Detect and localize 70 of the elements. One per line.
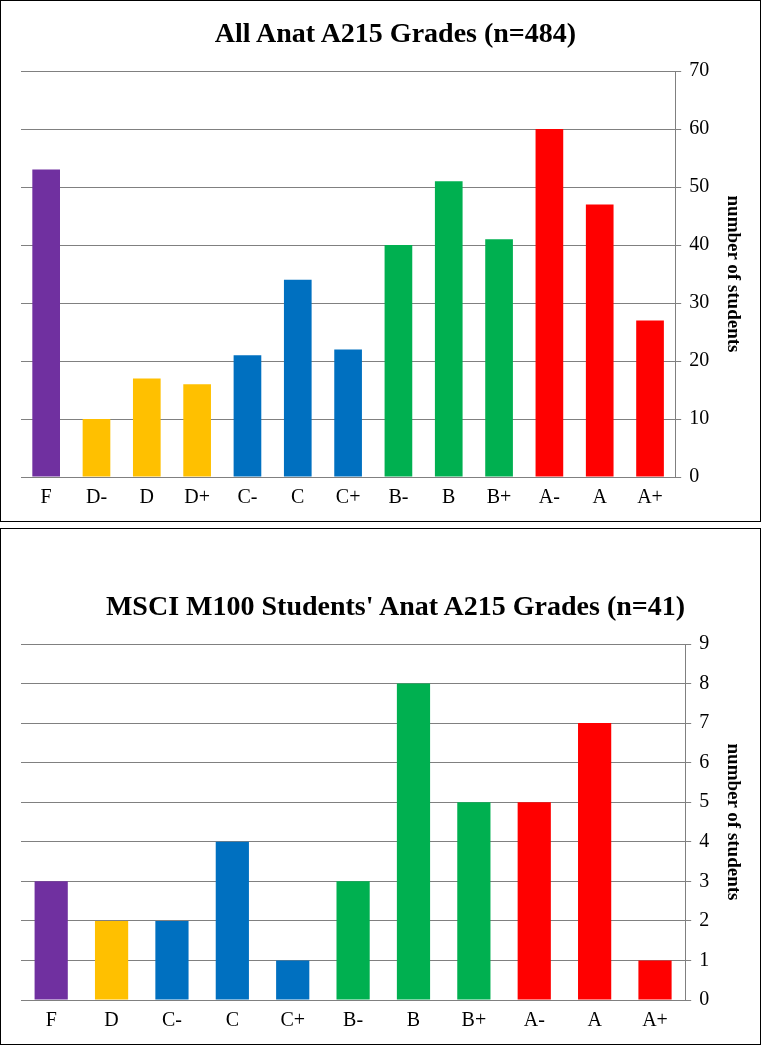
y-tick-label: 50 — [689, 174, 710, 197]
bar — [183, 384, 211, 477]
x-tick-label: C+ — [335, 485, 361, 508]
y-tick-label: 9 — [699, 631, 710, 654]
x-tick-label: F — [40, 485, 52, 508]
y-tick-label: 0 — [689, 464, 700, 487]
chart-title: All Anat A215 Grades (n=484) — [213, 16, 577, 50]
y-tick-label: 2 — [699, 908, 710, 931]
bar — [585, 204, 614, 477]
y-axis-title: number of students — [723, 743, 745, 901]
x-tick-label: A- — [538, 485, 560, 508]
bar — [82, 419, 111, 477]
x-tick-label: B — [406, 1008, 421, 1031]
bar — [132, 378, 161, 477]
y-tick-label: 5 — [699, 789, 710, 812]
x-tick-label: A+ — [637, 485, 663, 508]
x-tick-label: F — [45, 1008, 57, 1031]
x-tick-label: C — [225, 1008, 240, 1031]
x-tick-label: A — [587, 1008, 603, 1031]
bar — [638, 960, 672, 1000]
x-tick-label: D+ — [184, 485, 210, 508]
x-tick-label: A — [592, 485, 608, 508]
bar — [457, 802, 491, 1000]
x-tick-label: B+ — [486, 485, 512, 508]
x-tick-label: D- — [85, 485, 108, 508]
x-tick-label: C — [291, 485, 305, 508]
bar — [34, 881, 68, 1000]
bar — [517, 802, 551, 1000]
x-tick-label: B- — [388, 485, 409, 508]
bar — [283, 279, 312, 477]
bar — [336, 881, 370, 1000]
bar — [233, 355, 262, 477]
x-tick-label: D — [104, 1008, 119, 1031]
y-tick-label: 7 — [699, 710, 710, 733]
y-tick-label: 70 — [689, 58, 710, 81]
bar — [276, 960, 310, 1000]
y-tick-label: 40 — [689, 232, 710, 255]
x-tick-label: D — [139, 485, 155, 508]
bar — [485, 239, 513, 477]
y-tick-label: 1 — [699, 947, 710, 970]
bar — [434, 181, 463, 477]
bar — [155, 920, 189, 1000]
x-tick-label: B- — [343, 1008, 364, 1031]
x-tick-label: C- — [237, 485, 258, 508]
x-tick-label: A- — [523, 1008, 545, 1031]
bar — [334, 349, 362, 477]
bar — [636, 320, 664, 477]
bar — [215, 841, 249, 1000]
bar — [578, 723, 612, 1000]
y-axis-title: number of students — [723, 195, 745, 353]
y-tick-label: 20 — [689, 348, 710, 371]
y-tick-label: 3 — [699, 868, 710, 891]
x-tick-label: A+ — [642, 1008, 668, 1031]
y-tick-label: 4 — [699, 829, 710, 852]
bar — [384, 245, 413, 477]
y-tick-label: 0 — [699, 987, 710, 1010]
y-tick-label: 8 — [699, 670, 710, 693]
y-tick-label: 10 — [689, 406, 710, 429]
bar — [535, 129, 564, 477]
x-tick-label: B — [442, 485, 456, 508]
bar — [32, 169, 60, 477]
bar — [396, 683, 431, 1000]
y-tick-label: 30 — [689, 290, 710, 313]
y-tick-label: 60 — [689, 116, 710, 139]
x-tick-label: C- — [161, 1008, 182, 1031]
x-tick-label: B+ — [461, 1008, 487, 1031]
chart-title: MSCI M100 Students' Anat A215 Grades (n=41) — [104, 589, 686, 623]
x-tick-label: C+ — [280, 1008, 306, 1031]
y-tick-label: 6 — [699, 749, 710, 772]
bar — [94, 920, 129, 1000]
